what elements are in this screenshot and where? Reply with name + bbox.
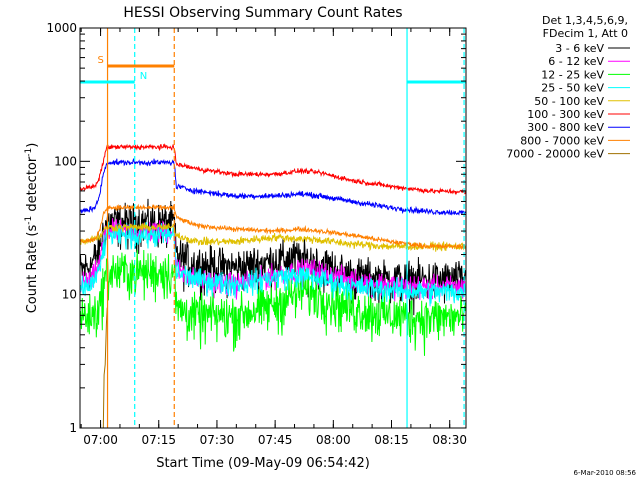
legend-header-line-1: Det 1,3,4,5,6,9, <box>542 14 628 27</box>
legend-label-7000-20000-kev: 7000 - 20000 keV <box>506 148 604 161</box>
legend-header-line-2: FDecim 1, Att 0 <box>543 27 628 40</box>
x-tick-label-08-15: 08:15 <box>374 433 409 447</box>
legend-label-12-25-kev: 12 - 25 keV <box>541 68 604 81</box>
series-line-100-300-kev <box>80 143 466 196</box>
legend-label-100-300-kev: 100 - 300 keV <box>527 108 604 121</box>
y-tick-label-10: 10 <box>62 288 77 302</box>
legend-label-3-6-kev: 3 - 6 keV <box>555 42 604 55</box>
y-axis-label-sup2: -1 <box>24 148 34 157</box>
legend: Det 1,3,4,5,6,9, FDecim 1, Att 0 3 - 6 k… <box>506 14 630 161</box>
x-tick-label-07-30: 07:30 <box>200 433 235 447</box>
legend-label-25-50-kev: 25 - 50 keV <box>541 82 604 95</box>
flag-label-s: S <box>98 55 104 66</box>
plot-content <box>80 28 466 428</box>
series-line-300-800-kev <box>80 157 466 216</box>
chart-title: HESSI Observing Summary Count Rates <box>123 5 402 21</box>
x-tick-label-08-30: 08:30 <box>432 433 467 447</box>
x-axis: 07:00 07:15 07:30 07:45 08:00 08:15 08:30 <box>80 28 467 447</box>
series-line-50-100-kev <box>80 222 466 252</box>
x-tick-label-07-45: 07:45 <box>258 433 293 447</box>
y-tick-label-100: 100 <box>54 154 77 168</box>
x-tick-label-07-00: 07:00 <box>83 433 118 447</box>
series-line-800-7000-kev <box>80 203 466 251</box>
plot-area: SN <box>80 28 466 428</box>
x-tick-label-08-00: 08:00 <box>316 433 351 447</box>
legend-label-800-7000-kev: 800 - 7000 keV <box>520 134 604 147</box>
y-axis-label-sup1: -1 <box>24 216 34 225</box>
legend-label-50-100-kev: 50 - 100 keV <box>534 95 604 108</box>
x-axis-label: Start Time (09-May-09 06:54:42) <box>156 456 370 471</box>
series-line-7000-20000-kev <box>102 307 108 428</box>
y-axis-label: Count Rate (s-1 detector-1) <box>24 143 40 314</box>
y-axis-label-mid: detector <box>25 156 40 216</box>
y-axis-label-end: ) <box>25 143 40 148</box>
footer-date: 6-Mar-2010 08:56 <box>574 469 637 477</box>
series-line-25-50-kev <box>80 221 466 307</box>
flag-label-n: N <box>140 71 147 82</box>
legend-label-300-800-kev: 300 - 800 keV <box>527 121 604 134</box>
y-axis-label-main: Count Rate (s <box>25 225 40 314</box>
y-tick-label-1: 1 <box>69 421 77 435</box>
y-axis: 1 10 100 1000 <box>46 21 466 435</box>
legend-label-6-12-kev: 6 - 12 keV <box>548 55 604 68</box>
y-tick-label-1000: 1000 <box>46 21 77 35</box>
x-tick-label-07-15: 07:15 <box>141 433 176 447</box>
series-line-12-25-kev <box>80 249 466 356</box>
plot-frame <box>79 27 467 429</box>
